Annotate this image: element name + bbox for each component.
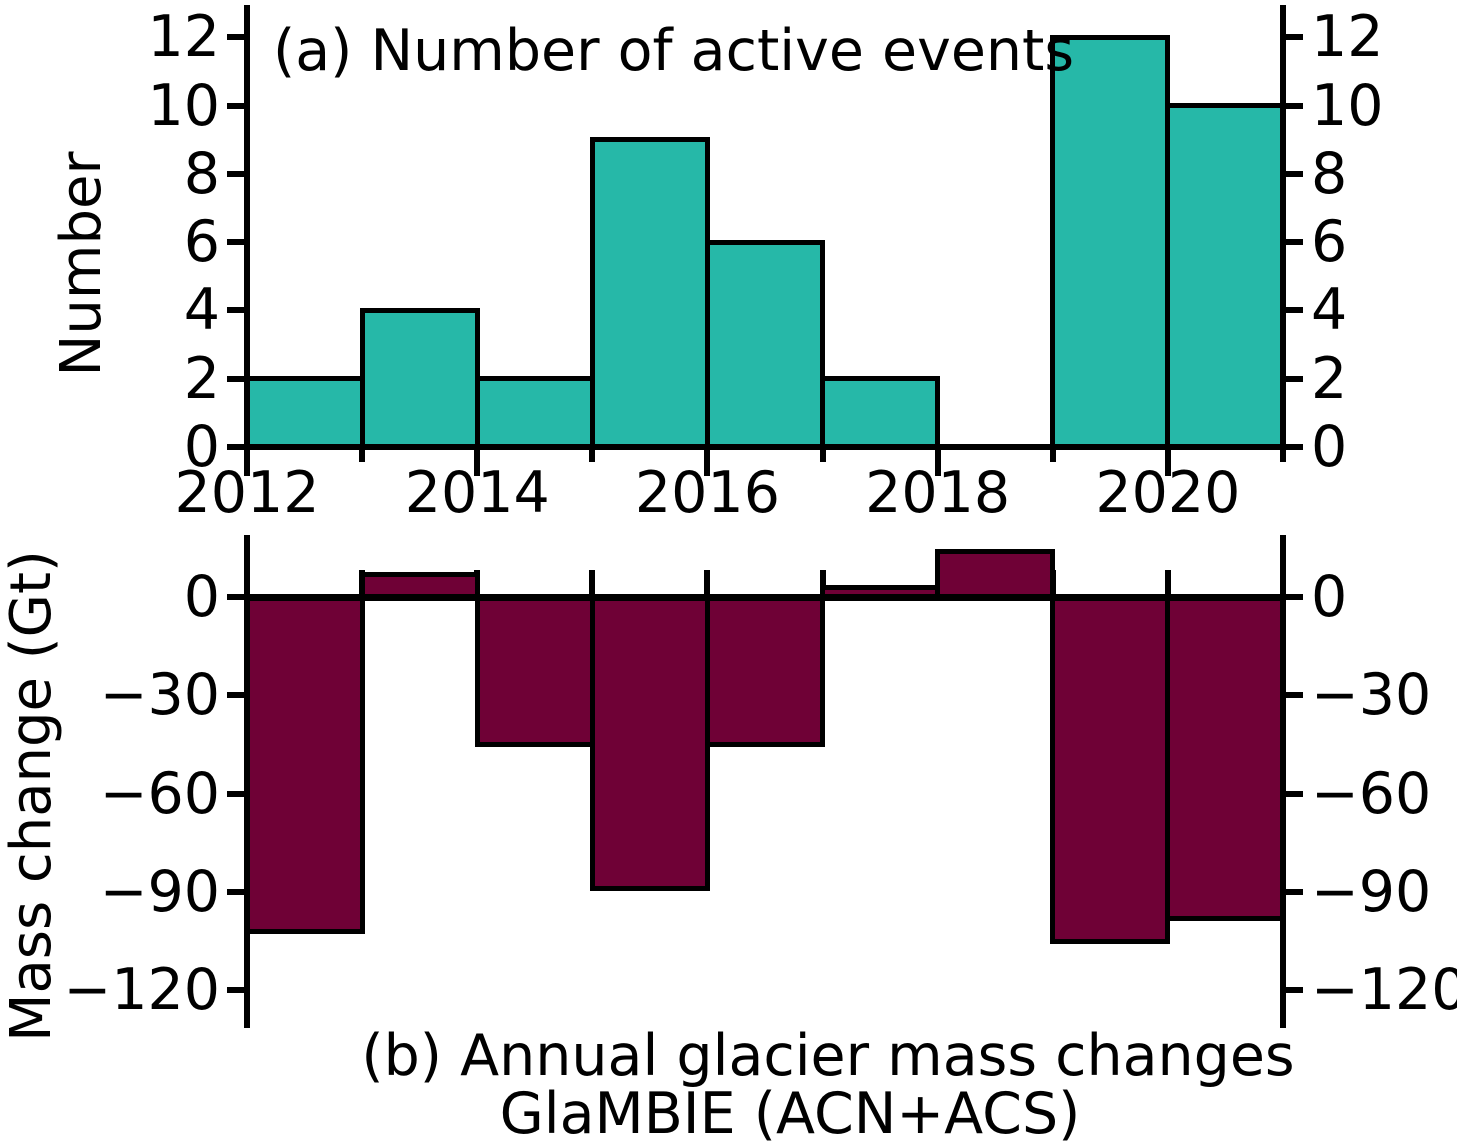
panel-a-x-tick-label-2018: 2018 xyxy=(865,460,1011,526)
panel-b-y-tick-label-left--60: −60 xyxy=(99,760,220,827)
panel-b-y-tick-label-left--90: −90 xyxy=(99,858,220,925)
panel-b-y-tick-label-right--30: −30 xyxy=(1311,662,1432,729)
panel-a-y-tick-label-left-0: 0 xyxy=(183,414,220,480)
panel-a-y-tick-left-0 xyxy=(227,444,244,450)
panel-a-y-tick-label-left-4: 4 xyxy=(183,277,220,344)
panel-a-bar-2013 xyxy=(359,307,480,450)
panel-a-y-tick-right-4 xyxy=(1286,307,1303,314)
panel-a-y-tick-right-12 xyxy=(1286,34,1303,41)
panel-a-x-tick-major-2014 xyxy=(474,450,481,476)
panel-b-y-tick-right--90 xyxy=(1286,888,1303,895)
panel-a-y-tick-left-6 xyxy=(227,239,244,246)
panel-b-right-spine xyxy=(1280,535,1286,1028)
panel-a-y-tick-label-right-10: 10 xyxy=(1311,72,1384,139)
panel-a-x-tick-label-2012: 2012 xyxy=(174,460,320,526)
panel-a-y-tick-label-left-12: 12 xyxy=(147,4,220,71)
panel-a-title: (a) Number of active events xyxy=(273,18,1075,84)
panel-b-y-tick-label-right--120: −120 xyxy=(1311,957,1457,1024)
panel-a-y-tick-label-right-0: 0 xyxy=(1311,414,1348,480)
panel-a-y-tick-label-left-2: 2 xyxy=(183,345,220,412)
panel-a-bar-2019 xyxy=(1050,34,1171,450)
panel-b-y-tick-right--60 xyxy=(1286,790,1303,797)
panel-a-x-axis-line xyxy=(244,444,1286,450)
panel-a-x-tick-major-2012 xyxy=(244,450,250,476)
panel-a-bar-2014 xyxy=(474,376,595,450)
panel-a-x-tick-minor-2019 xyxy=(1049,450,1056,462)
panel-b-y-tick-label-right--90: −90 xyxy=(1311,858,1432,925)
panel-a-x-tick-major-2020 xyxy=(1164,450,1171,476)
panel-b-y-tick-right--120 xyxy=(1286,987,1303,994)
panel-b-y-tick-label-left-0: 0 xyxy=(183,564,220,630)
panel-a-right-spine xyxy=(1280,5,1286,450)
panel-a-left-spine xyxy=(244,5,250,450)
panel-b-x-tick-2016 xyxy=(704,570,711,594)
panel-a-bar-2012 xyxy=(244,376,365,450)
panel-b-y-tick-left--60 xyxy=(227,790,244,797)
panel-a-y-tick-label-left-8: 8 xyxy=(183,140,220,207)
panel-a-y-tick-right-0 xyxy=(1286,444,1303,450)
panel-a-y-tick-label-right-6: 6 xyxy=(1311,209,1348,276)
panel-b-y-tick-label-right--60: −60 xyxy=(1311,760,1432,827)
panel-b-y-tick-right-0 xyxy=(1286,594,1303,600)
panel-b-bar-2019 xyxy=(1050,594,1171,944)
panel-b-y-tick-label-right-0: 0 xyxy=(1311,564,1348,630)
panel-a-y-tick-left-2 xyxy=(227,375,244,382)
panel-b-y-tick-left-0 xyxy=(227,594,244,600)
panel-b-caption-line1: (b) Annual glacier mass changes xyxy=(361,1023,1295,1089)
panel-b-zero-line xyxy=(244,593,1286,601)
panel-a-x-tick-label-2020: 2020 xyxy=(1095,460,1241,526)
panel-b-caption-line2: GlaMBIE (ACN+ACS) xyxy=(499,1081,1081,1143)
panel-b-y-tick-label-left--120: −120 xyxy=(63,957,220,1024)
panel-a-x-tick-minor-2015 xyxy=(589,450,596,462)
panel-b-y-tick-left--90 xyxy=(227,888,244,895)
panel-a-x-tick-minor-2021 xyxy=(1280,450,1286,462)
panel-b-y-tick-right--30 xyxy=(1286,692,1303,699)
panel-b-bar-2016 xyxy=(704,594,826,747)
panel-a-y-tick-left-10 xyxy=(227,102,244,109)
panel-b-y-tick-left--120 xyxy=(227,987,244,994)
panel-b-bar-2014 xyxy=(474,594,595,747)
panel-b-bar-2012 xyxy=(244,594,365,934)
panel-b-bar-2020 xyxy=(1165,594,1286,921)
panel-a-x-tick-label-2014: 2014 xyxy=(404,460,550,526)
panel-a-y-tick-label-right-4: 4 xyxy=(1311,277,1348,344)
panel-a-y-tick-label-right-2: 2 xyxy=(1311,345,1348,412)
panel-b-left-spine xyxy=(244,535,250,1028)
panel-b-y-axis-label: Mass change (Gt) xyxy=(0,550,64,1042)
panel-a-y-tick-right-2 xyxy=(1286,375,1303,382)
panel-b-x-tick-2017 xyxy=(819,570,826,594)
panel-a-y-tick-right-8 xyxy=(1286,170,1303,177)
panel-a-y-tick-label-left-6: 6 xyxy=(183,209,220,276)
panel-a-x-tick-minor-2013 xyxy=(359,450,366,462)
panel-a-y-tick-label-right-8: 8 xyxy=(1311,140,1348,207)
panel-a-bar-2016 xyxy=(704,239,826,450)
panel-a-x-tick-major-2018 xyxy=(934,450,941,476)
panel-a-x-tick-major-2016 xyxy=(704,450,711,476)
panel-a-y-tick-left-12 xyxy=(227,34,244,41)
panel-a-x-tick-label-2016: 2016 xyxy=(634,460,780,526)
panel-b-y-tick-label-left--30: −30 xyxy=(99,662,220,729)
panel-b-bar-2015 xyxy=(589,594,710,892)
panel-a-y-tick-left-4 xyxy=(227,307,244,314)
panel-b-y-tick-left--30 xyxy=(227,692,244,699)
panel-a-y-tick-label-right-12: 12 xyxy=(1311,4,1384,71)
panel-a-bar-2017 xyxy=(820,376,941,450)
panel-a-y-tick-right-10 xyxy=(1286,102,1303,109)
panel-a-x-tick-minor-2017 xyxy=(819,450,826,462)
panel-a-bar-2020 xyxy=(1165,103,1286,450)
panel-a-bar-2015 xyxy=(589,137,710,450)
panel-b-x-tick-2020 xyxy=(1164,570,1171,594)
panel-a-y-tick-label-left-10: 10 xyxy=(147,72,220,139)
panel-b-x-tick-2015 xyxy=(589,570,596,594)
panel-a-y-tick-right-6 xyxy=(1286,239,1303,246)
panel-a-y-tick-left-8 xyxy=(227,170,244,177)
